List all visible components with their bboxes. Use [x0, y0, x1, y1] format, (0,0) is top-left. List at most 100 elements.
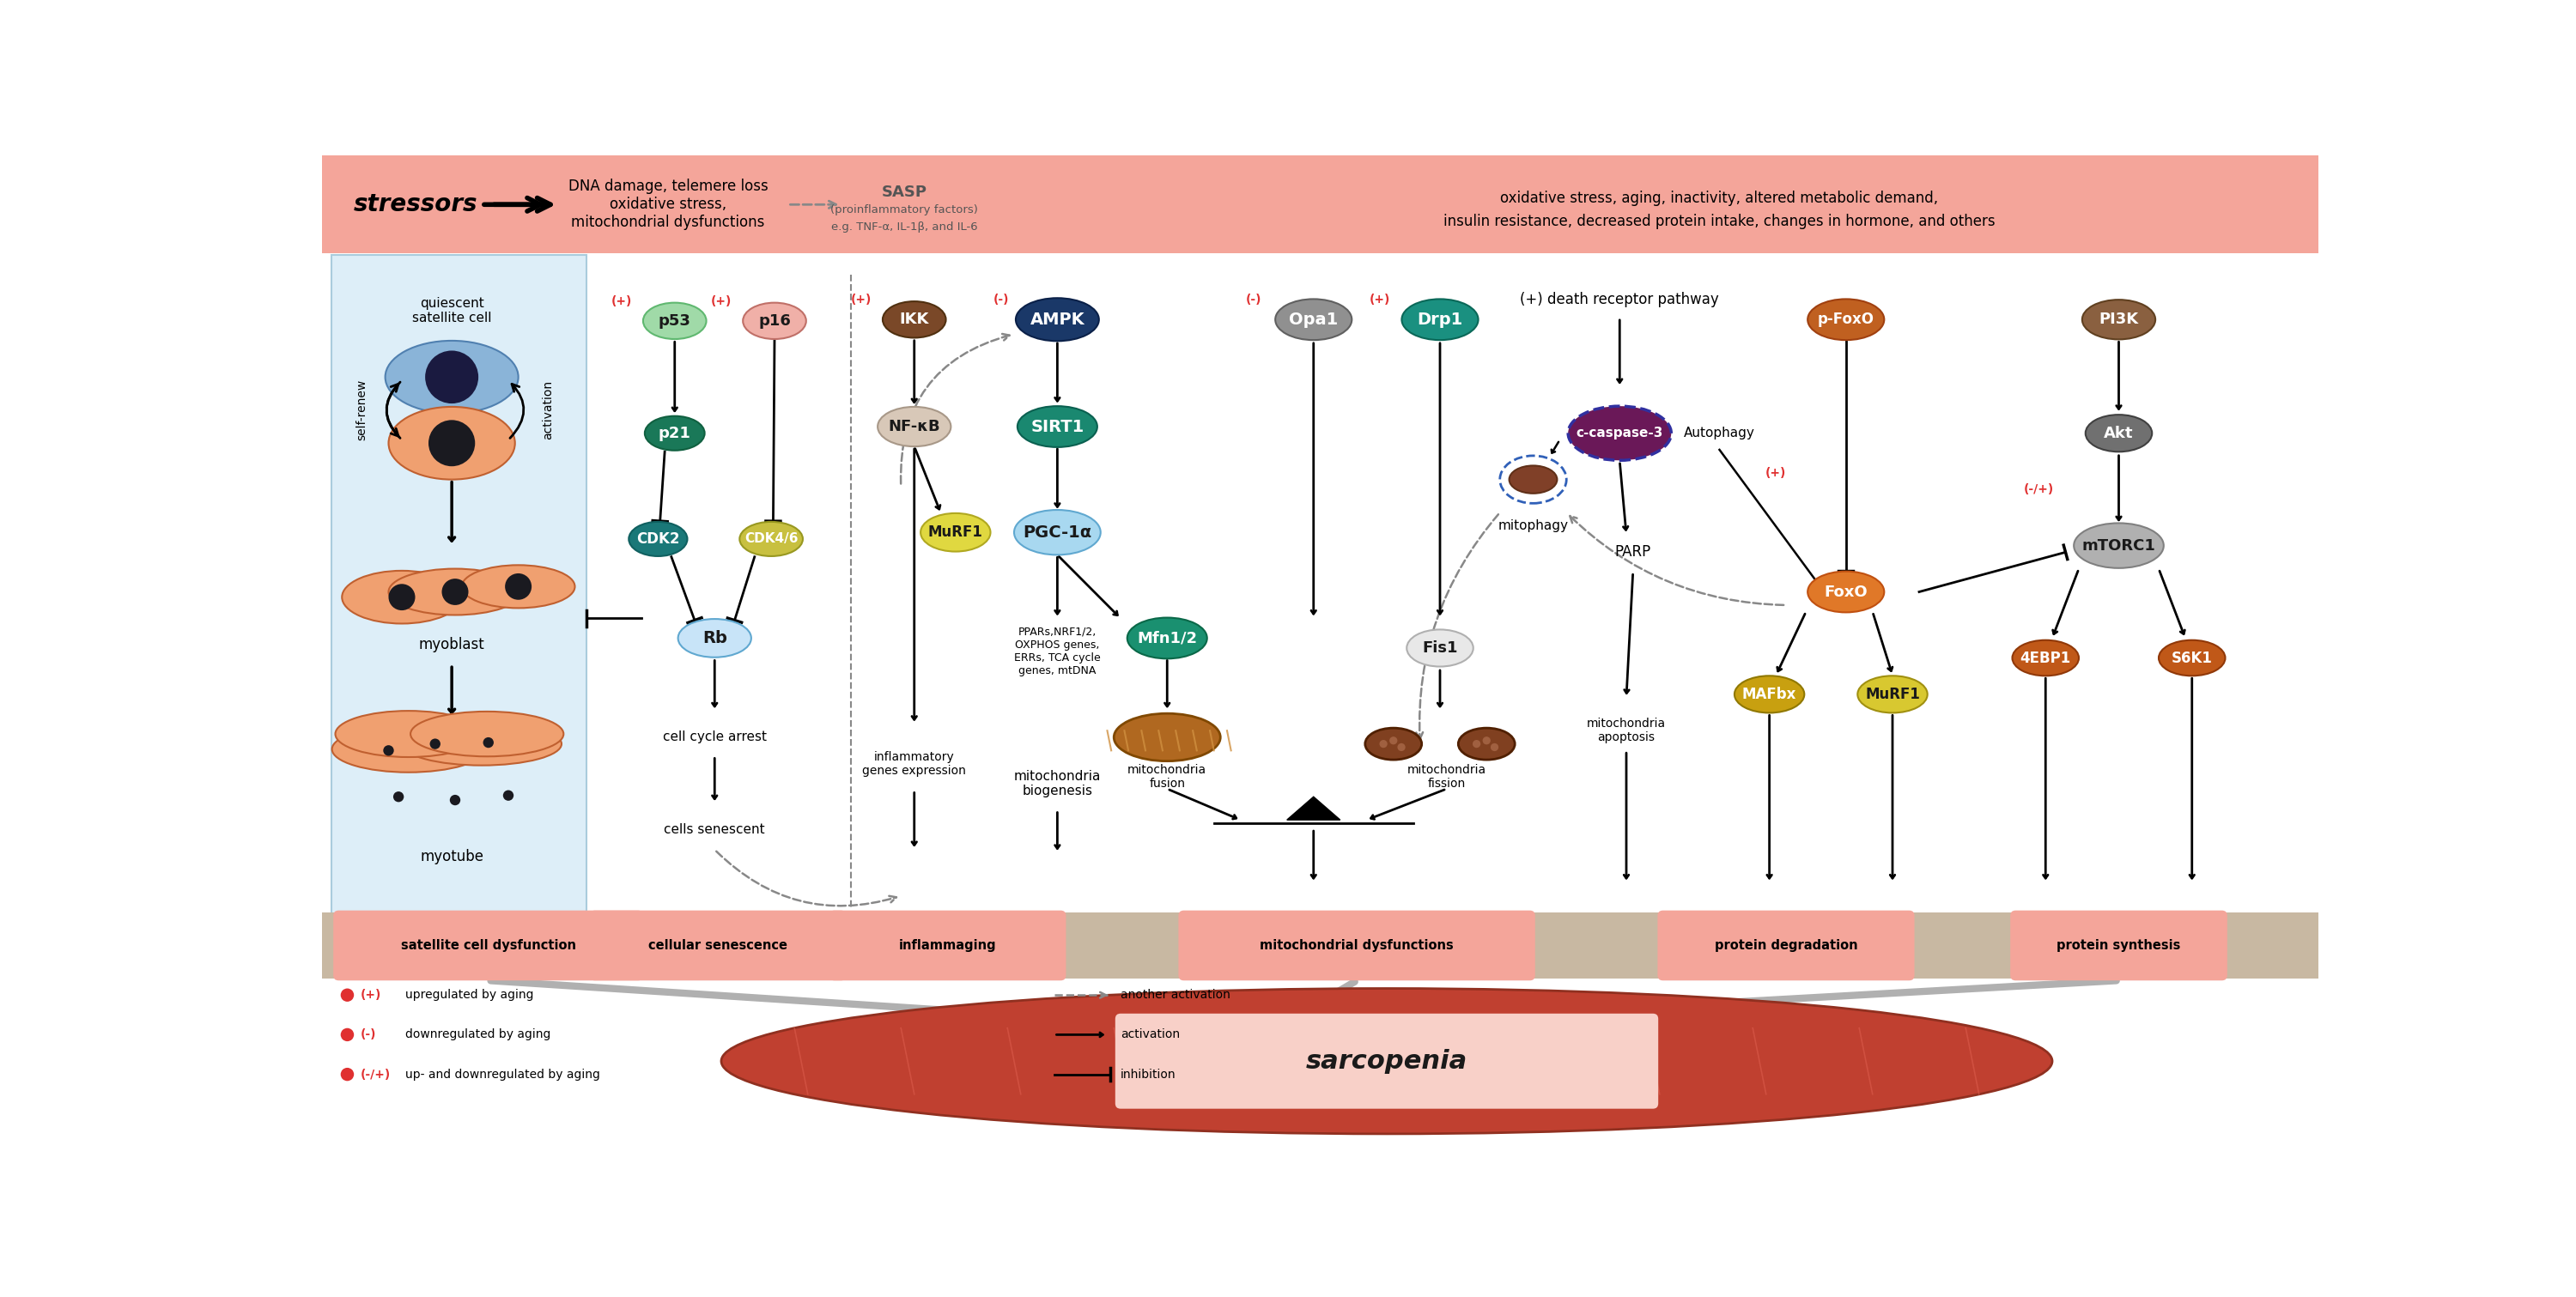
Text: (proinflammatory factors): (proinflammatory factors): [829, 204, 979, 215]
Text: FoxO: FoxO: [1824, 584, 1868, 599]
Ellipse shape: [739, 521, 804, 556]
Circle shape: [340, 988, 353, 1001]
Text: S6K1: S6K1: [2172, 650, 2213, 665]
FancyBboxPatch shape: [1177, 910, 1535, 981]
Circle shape: [440, 578, 469, 606]
Text: SIRT1: SIRT1: [1030, 419, 1084, 434]
Bar: [322, 912, 2318, 978]
Text: MuRF1: MuRF1: [1865, 686, 1919, 702]
Ellipse shape: [2087, 415, 2151, 451]
Circle shape: [430, 738, 440, 750]
Text: oxidative stress, aging, inactivity, altered metabolic demand,: oxidative stress, aging, inactivity, alt…: [1499, 191, 1940, 206]
Text: PI3K: PI3K: [2099, 311, 2138, 327]
Text: cell cycle arrest: cell cycle arrest: [662, 730, 768, 743]
Text: p16: p16: [757, 313, 791, 328]
FancyBboxPatch shape: [590, 910, 848, 981]
Circle shape: [1492, 743, 1499, 751]
Text: activation: activation: [541, 380, 554, 440]
Circle shape: [340, 1067, 353, 1080]
Text: inflammaging: inflammaging: [899, 939, 997, 952]
Ellipse shape: [1275, 300, 1352, 340]
Text: activation: activation: [1121, 1029, 1180, 1040]
Text: satellite cell dysfunction: satellite cell dysfunction: [402, 939, 577, 952]
Text: p-FoxO: p-FoxO: [1819, 311, 1875, 327]
Text: sarcopenia: sarcopenia: [1306, 1049, 1468, 1074]
FancyBboxPatch shape: [1656, 910, 1914, 981]
Bar: [322, 156, 2318, 253]
Ellipse shape: [343, 571, 461, 624]
Text: 4EBP1: 4EBP1: [2020, 650, 2071, 665]
Text: quiescent
satellite cell: quiescent satellite cell: [412, 297, 492, 324]
Text: cells senescent: cells senescent: [665, 824, 765, 837]
Ellipse shape: [884, 301, 945, 337]
Ellipse shape: [1406, 629, 1473, 667]
Polygon shape: [1288, 796, 1340, 820]
Text: mitochondria
fission: mitochondria fission: [1406, 764, 1486, 790]
Text: AMPK: AMPK: [1030, 311, 1084, 328]
Text: myoblast: myoblast: [420, 637, 484, 652]
Ellipse shape: [1128, 617, 1208, 659]
Circle shape: [1396, 743, 1406, 751]
Ellipse shape: [1808, 572, 1883, 612]
Ellipse shape: [629, 521, 688, 556]
Circle shape: [1378, 739, 1388, 748]
Text: Fis1: Fis1: [1422, 641, 1458, 656]
Text: c-caspase-3: c-caspase-3: [1577, 427, 1664, 440]
Text: downregulated by aging: downregulated by aging: [404, 1029, 551, 1040]
Text: PGC-1α: PGC-1α: [1023, 524, 1092, 541]
Circle shape: [1388, 737, 1396, 744]
Text: PPARs,NRF1/2,
OXPHOS genes,
ERRs, TCA cycle
genes, mtDNA: PPARs,NRF1/2, OXPHOS genes, ERRs, TCA cy…: [1015, 626, 1100, 676]
Text: PARP: PARP: [1615, 545, 1651, 560]
Circle shape: [425, 350, 479, 403]
Circle shape: [502, 790, 513, 800]
Text: mitochondrial dysfunctions: mitochondrial dysfunctions: [1260, 939, 1453, 952]
Text: DNA damage, telemere loss
oxidative stress,
mitochondrial dysfunctions: DNA damage, telemere loss oxidative stre…: [569, 179, 768, 230]
Text: (-): (-): [992, 293, 1010, 306]
Ellipse shape: [389, 568, 520, 615]
Ellipse shape: [1113, 713, 1221, 761]
Ellipse shape: [1458, 728, 1515, 760]
Text: (-): (-): [1247, 293, 1262, 306]
FancyBboxPatch shape: [1115, 1013, 1659, 1109]
Ellipse shape: [1015, 510, 1100, 555]
Ellipse shape: [1401, 300, 1479, 340]
Text: protein degradation: protein degradation: [1716, 939, 1857, 952]
Text: Autophagy: Autophagy: [1685, 427, 1754, 440]
Text: CDK4/6: CDK4/6: [744, 533, 799, 546]
Ellipse shape: [386, 341, 518, 414]
Ellipse shape: [410, 712, 564, 756]
Circle shape: [505, 573, 531, 599]
Ellipse shape: [1857, 676, 1927, 713]
Text: e.g. TNF-α, IL-1β, and IL-6: e.g. TNF-α, IL-1β, and IL-6: [832, 222, 976, 232]
Ellipse shape: [2081, 300, 2156, 340]
Text: mitochondria
apoptosis: mitochondria apoptosis: [1587, 717, 1667, 743]
Bar: [332, 254, 587, 922]
Text: (+): (+): [1370, 293, 1391, 306]
Ellipse shape: [878, 407, 951, 446]
Text: (+): (+): [850, 293, 871, 306]
Ellipse shape: [644, 302, 706, 339]
Ellipse shape: [1808, 300, 1883, 340]
Text: MuRF1: MuRF1: [927, 525, 984, 540]
Ellipse shape: [2012, 641, 2079, 676]
Text: myotube: myotube: [420, 848, 484, 864]
FancyBboxPatch shape: [829, 910, 1066, 981]
Circle shape: [484, 737, 495, 748]
Text: Mfn1/2: Mfn1/2: [1136, 630, 1198, 646]
Ellipse shape: [461, 565, 574, 608]
Circle shape: [451, 795, 461, 805]
Ellipse shape: [1734, 676, 1803, 713]
Ellipse shape: [920, 514, 989, 551]
Ellipse shape: [742, 302, 806, 339]
Circle shape: [394, 791, 404, 802]
Ellipse shape: [335, 711, 482, 757]
Text: (-): (-): [361, 1029, 376, 1040]
Text: Opa1: Opa1: [1288, 311, 1337, 328]
Text: (+): (+): [1765, 467, 1788, 479]
Text: CDK2: CDK2: [636, 532, 680, 547]
Text: p21: p21: [659, 425, 690, 441]
Text: (+): (+): [361, 990, 381, 1001]
Text: MAFbx: MAFbx: [1741, 686, 1795, 702]
Ellipse shape: [1365, 728, 1422, 760]
Text: SASP: SASP: [881, 184, 927, 200]
